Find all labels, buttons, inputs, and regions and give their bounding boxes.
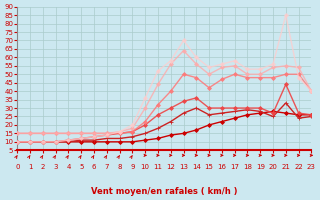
X-axis label: Vent moyen/en rafales ( km/h ): Vent moyen/en rafales ( km/h ) [91, 187, 238, 196]
